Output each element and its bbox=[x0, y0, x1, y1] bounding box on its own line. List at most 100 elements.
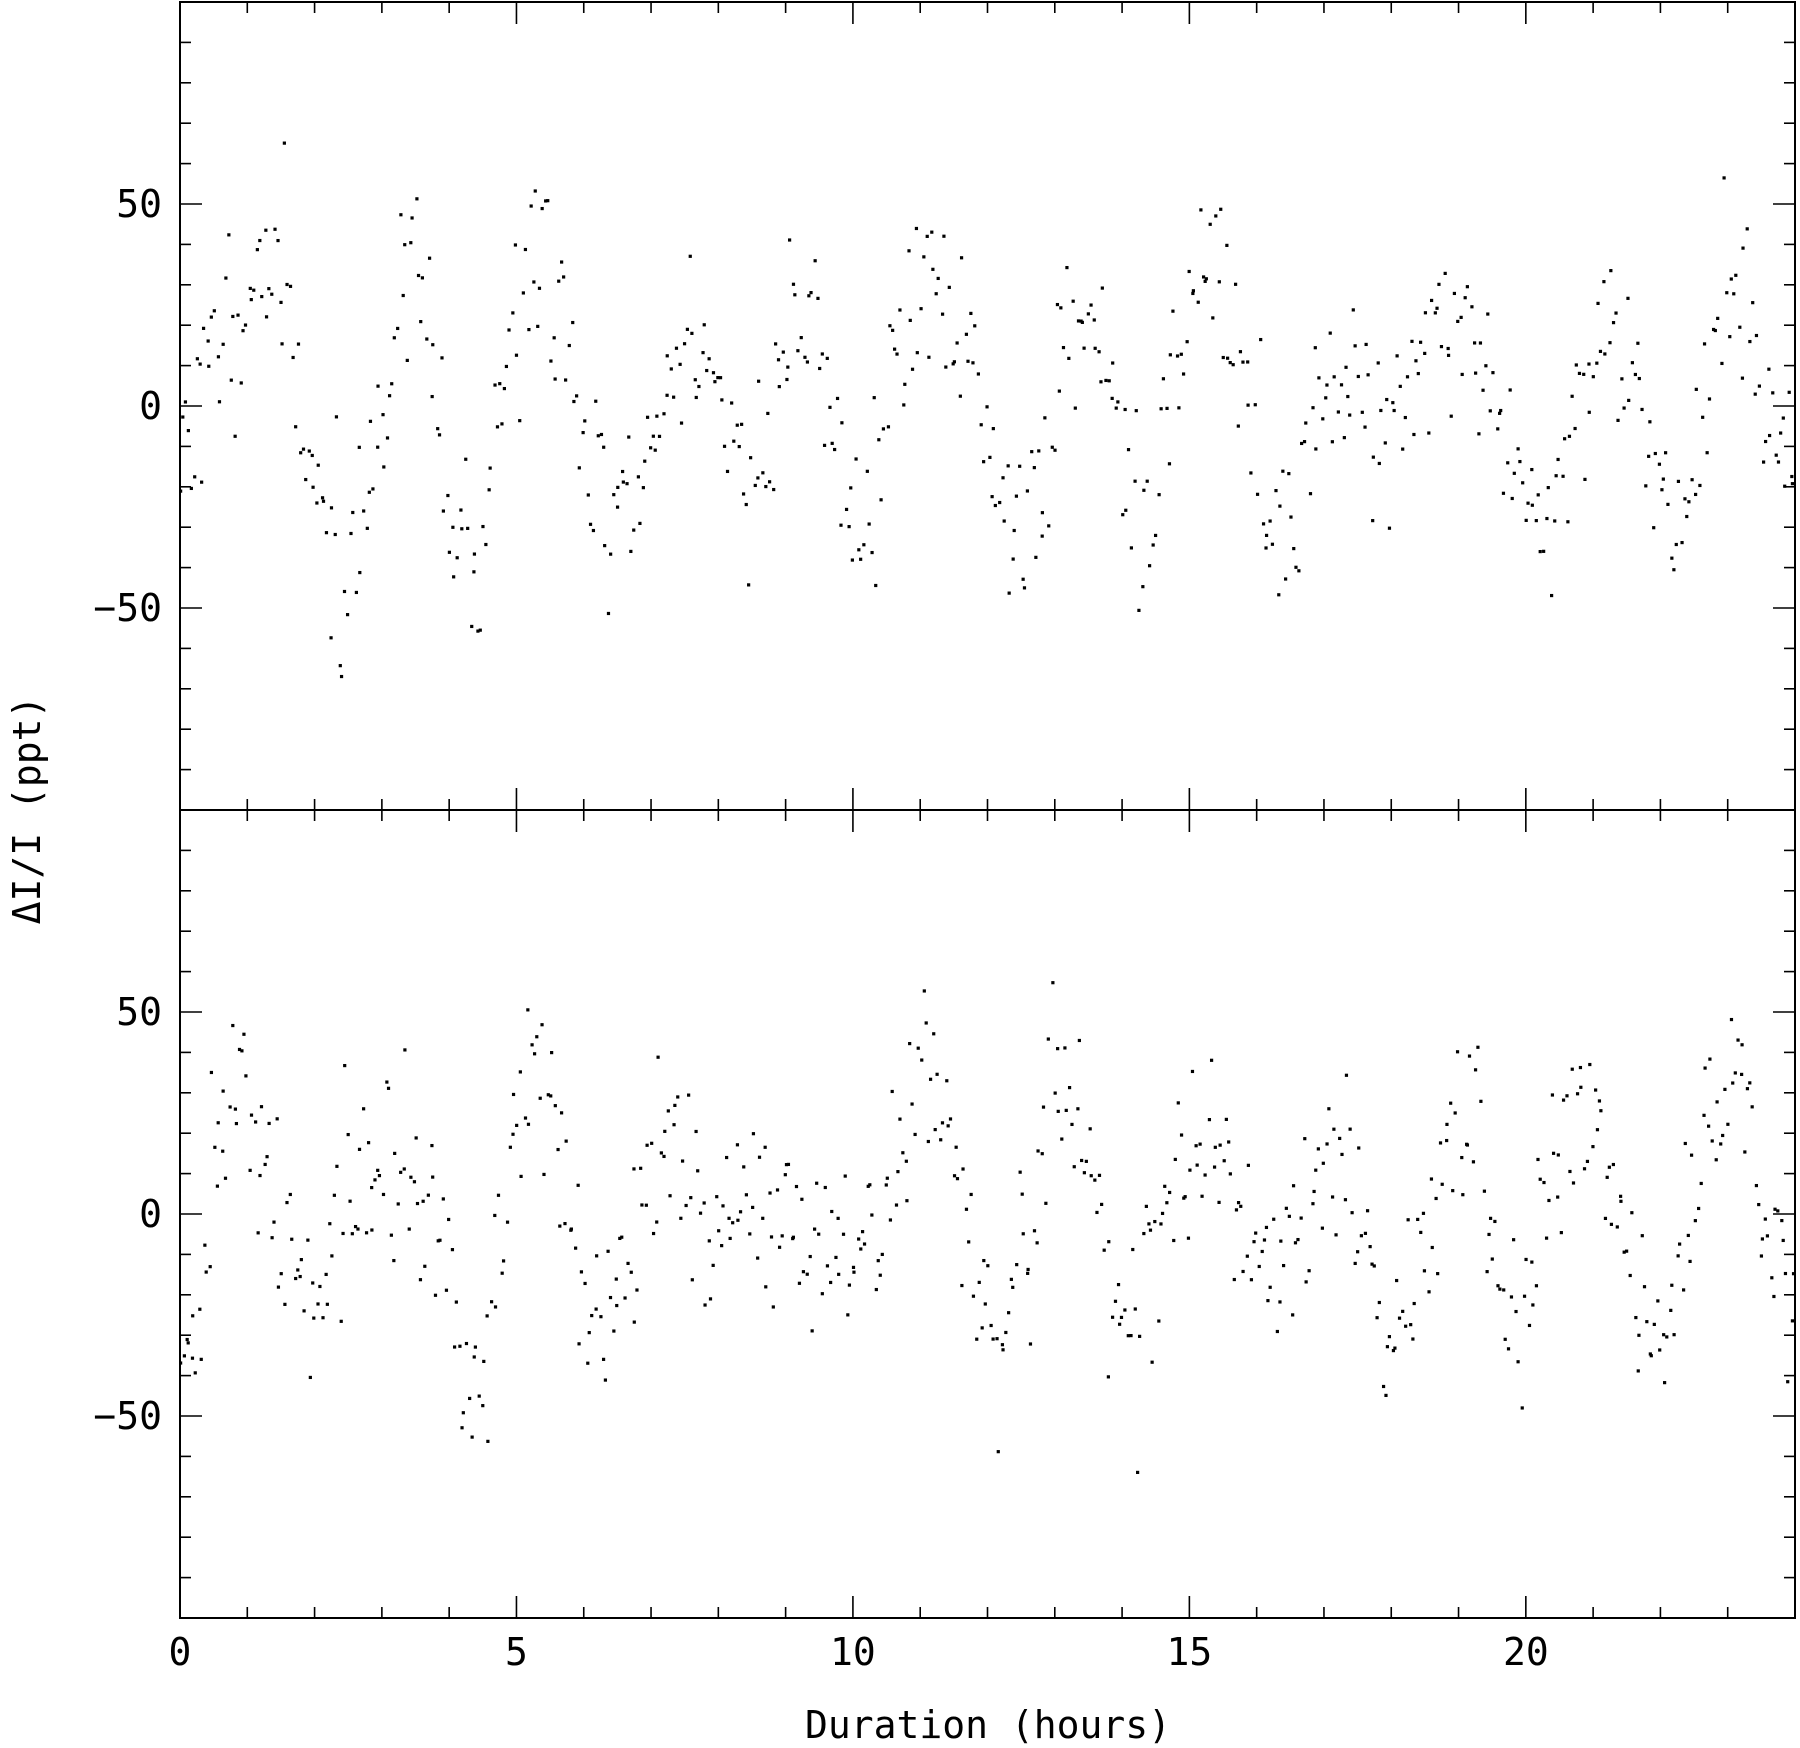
data-point bbox=[1470, 305, 1474, 309]
data-point bbox=[1565, 1094, 1569, 1098]
data-point bbox=[891, 328, 895, 332]
data-point bbox=[731, 1221, 735, 1225]
data-point bbox=[1498, 411, 1502, 415]
data-point bbox=[1196, 300, 1200, 304]
data-point bbox=[1387, 526, 1392, 530]
data-point bbox=[513, 243, 518, 247]
data-point bbox=[1093, 346, 1097, 350]
data-point bbox=[267, 287, 271, 291]
data-point bbox=[1063, 1046, 1067, 1050]
data-point bbox=[1729, 1017, 1734, 1022]
data-point bbox=[830, 441, 834, 445]
data-point bbox=[687, 1093, 691, 1097]
data-point bbox=[1268, 519, 1272, 523]
data-point bbox=[444, 1288, 449, 1292]
data-point bbox=[518, 419, 522, 423]
data-point bbox=[1435, 306, 1439, 310]
data-point bbox=[1224, 1117, 1228, 1121]
data-point bbox=[766, 411, 770, 416]
data-point bbox=[835, 396, 840, 401]
data-point bbox=[1652, 1322, 1656, 1326]
data-point bbox=[954, 1145, 958, 1149]
data-point bbox=[1490, 1257, 1494, 1261]
data-point bbox=[1086, 312, 1090, 316]
data-point bbox=[1427, 431, 1431, 435]
data-point bbox=[774, 342, 778, 346]
data-point bbox=[725, 1155, 729, 1160]
data-point bbox=[1568, 1169, 1572, 1174]
data-point bbox=[1618, 1194, 1623, 1198]
data-point bbox=[186, 428, 190, 433]
data-point bbox=[386, 1086, 391, 1090]
data-point bbox=[1577, 371, 1582, 376]
data-point bbox=[932, 1032, 936, 1036]
data-point bbox=[1264, 533, 1269, 537]
data-point bbox=[843, 1174, 847, 1178]
data-point bbox=[296, 342, 301, 346]
data-point bbox=[1236, 1201, 1241, 1205]
data-point bbox=[1203, 279, 1207, 283]
data-point bbox=[1723, 1087, 1727, 1091]
data-point bbox=[283, 1302, 287, 1306]
data-point bbox=[920, 1058, 924, 1062]
data-point bbox=[399, 1170, 403, 1174]
data-point bbox=[455, 556, 459, 560]
data-point bbox=[256, 1231, 260, 1235]
data-point bbox=[461, 1411, 465, 1415]
data-point bbox=[415, 197, 419, 201]
data-point bbox=[1287, 1214, 1291, 1218]
data-point bbox=[569, 1227, 573, 1231]
data-point bbox=[1740, 1072, 1744, 1077]
data-point bbox=[1474, 371, 1478, 375]
data-point bbox=[482, 1359, 486, 1364]
data-point bbox=[249, 298, 253, 302]
data-point bbox=[711, 1263, 715, 1267]
data-point bbox=[1544, 1236, 1549, 1240]
data-point bbox=[430, 1143, 434, 1148]
data-point bbox=[1551, 1151, 1556, 1155]
data-point bbox=[1674, 542, 1678, 547]
data-point bbox=[728, 1236, 732, 1241]
data-point bbox=[563, 1221, 567, 1226]
data-point bbox=[302, 1309, 306, 1313]
data-point bbox=[335, 1164, 339, 1168]
data-point bbox=[847, 525, 851, 529]
data-point bbox=[1636, 341, 1640, 345]
data-point bbox=[1328, 331, 1332, 335]
data-point bbox=[1764, 439, 1768, 444]
data-point bbox=[538, 1096, 542, 1100]
data-point bbox=[1401, 447, 1405, 451]
data-point bbox=[330, 1254, 334, 1258]
data-point bbox=[1439, 344, 1444, 349]
data-point bbox=[645, 1143, 649, 1147]
data-point bbox=[1514, 1309, 1518, 1314]
data-point bbox=[1790, 474, 1794, 479]
data-point bbox=[1754, 1183, 1759, 1188]
data-point bbox=[1116, 400, 1120, 404]
data-point bbox=[1670, 1283, 1674, 1287]
data-point bbox=[221, 1089, 225, 1093]
data-point bbox=[846, 1313, 850, 1317]
data-point bbox=[426, 1193, 430, 1197]
data-point bbox=[1488, 409, 1492, 413]
data-point bbox=[1591, 1145, 1595, 1149]
data-point bbox=[1009, 1277, 1013, 1281]
data-point bbox=[1148, 1228, 1153, 1232]
data-point bbox=[793, 293, 797, 297]
data-point bbox=[1570, 1067, 1574, 1071]
data-point bbox=[672, 395, 676, 399]
data-point bbox=[1615, 1225, 1619, 1229]
data-point bbox=[1661, 477, 1665, 481]
data-point bbox=[193, 475, 197, 479]
data-point bbox=[412, 1180, 417, 1184]
data-point bbox=[1512, 1238, 1516, 1242]
data-point bbox=[376, 384, 380, 388]
data-point bbox=[896, 1170, 900, 1174]
data-point bbox=[1203, 1173, 1207, 1177]
data-point bbox=[635, 1288, 639, 1292]
data-point bbox=[231, 314, 235, 319]
data-point bbox=[470, 1435, 474, 1439]
data-point bbox=[298, 1274, 302, 1279]
data-point bbox=[1524, 518, 1528, 522]
data-point bbox=[1721, 1133, 1725, 1138]
